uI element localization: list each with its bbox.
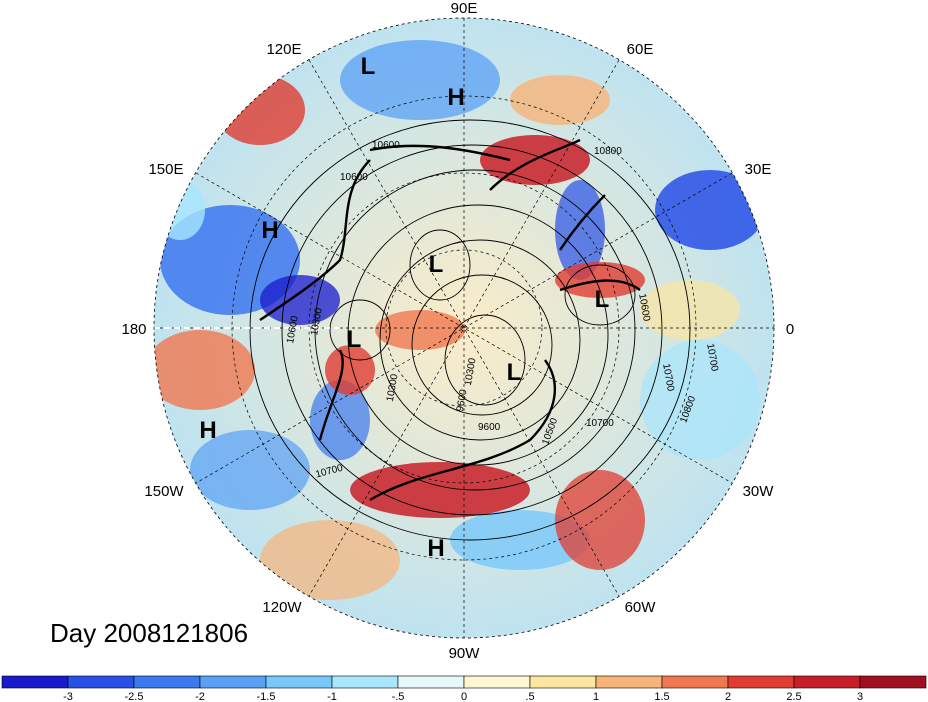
contour-label: 9600 xyxy=(478,422,501,433)
lon-label-60e: 60E xyxy=(627,41,654,58)
contour-label: 10300 xyxy=(385,373,401,403)
colorbar-swatch xyxy=(793,675,861,689)
lon-label-120e: 120E xyxy=(266,41,301,58)
contour-label: 10800 xyxy=(594,146,622,157)
low-center: L xyxy=(595,286,610,313)
colorbar-swatch xyxy=(859,675,927,689)
contour-label: 10700 xyxy=(586,418,614,429)
colorbar-tick-label: -.5 xyxy=(392,691,405,702)
colorbar-tick-label: -1 xyxy=(327,691,337,702)
high-center: H xyxy=(261,217,278,244)
contour-label: 10600 xyxy=(340,172,368,183)
colorbar-swatch xyxy=(133,675,201,689)
colorbar-swatch xyxy=(397,675,465,689)
contour-label: 10700 xyxy=(704,343,720,373)
low-center: L xyxy=(347,326,362,353)
colorbar-tick-label: 0 xyxy=(461,691,467,702)
map-boundary xyxy=(153,17,775,639)
colorbar-swatch xyxy=(463,675,531,689)
colorbar-tick-label: 2 xyxy=(725,691,731,702)
lon-label-60w: 60W xyxy=(625,599,657,616)
colorbar-swatch xyxy=(1,675,69,689)
colorbar-swatch xyxy=(67,675,135,689)
lon-label-0: 0 xyxy=(786,321,794,338)
contour-label: 10700 xyxy=(660,363,676,393)
colorbar-swatch xyxy=(727,675,795,689)
colorbar-tick-label: -3 xyxy=(63,691,73,702)
lon-label-30e: 30E xyxy=(745,161,772,178)
contour-label: 10600 xyxy=(285,315,301,345)
low-center: L xyxy=(361,53,376,80)
anomaly-field xyxy=(154,18,774,638)
contour-label: 10600 xyxy=(636,293,652,323)
colorbar-tick-label: 2.5 xyxy=(786,691,801,702)
colorbar-tick-label: 1 xyxy=(593,691,599,702)
colorbar-swatch xyxy=(265,675,333,689)
lon-label-30w: 30W xyxy=(743,483,775,500)
colorbar-swatch xyxy=(529,675,597,689)
high-center: H xyxy=(447,84,464,111)
colorbar: -3 -2.5 -2 -1.5 -1 -.5 0 .5 1 1.5 2 2.5 3 xyxy=(1,675,927,702)
lon-label-150w: 150W xyxy=(144,483,184,500)
date-title: Day 2008121806 xyxy=(50,618,249,648)
contour-label: 9600 xyxy=(455,388,470,412)
low-center: L xyxy=(429,251,444,278)
lon-label-180: 180 xyxy=(121,321,146,338)
colorbar-tick-label: 3 xyxy=(857,691,863,702)
high-center: H xyxy=(427,535,444,562)
lon-label-90e: 90E xyxy=(451,0,478,17)
lon-label-90w: 90W xyxy=(449,645,481,662)
lon-label-120w: 120W xyxy=(262,599,302,616)
low-center: L xyxy=(507,359,522,386)
contour-label: 10300 xyxy=(463,357,479,387)
contour-label: 10300 xyxy=(309,307,325,337)
colorbar-tick-label: .5 xyxy=(525,691,534,702)
colorbar-tick-label: -2.5 xyxy=(125,691,144,702)
colorbar-tick-label: -2 xyxy=(195,691,205,702)
colorbar-swatch xyxy=(661,675,729,689)
colorbar-swatch xyxy=(595,675,663,689)
high-center: H xyxy=(199,417,216,444)
lon-label-150e: 150E xyxy=(148,161,183,178)
contour-label: 10600 xyxy=(372,140,400,151)
colorbar-tick-label: 1.5 xyxy=(654,691,669,702)
colorbar-swatch xyxy=(331,675,399,689)
colorbar-swatch xyxy=(199,675,267,689)
colorbar-tick-label: -1.5 xyxy=(257,691,276,702)
